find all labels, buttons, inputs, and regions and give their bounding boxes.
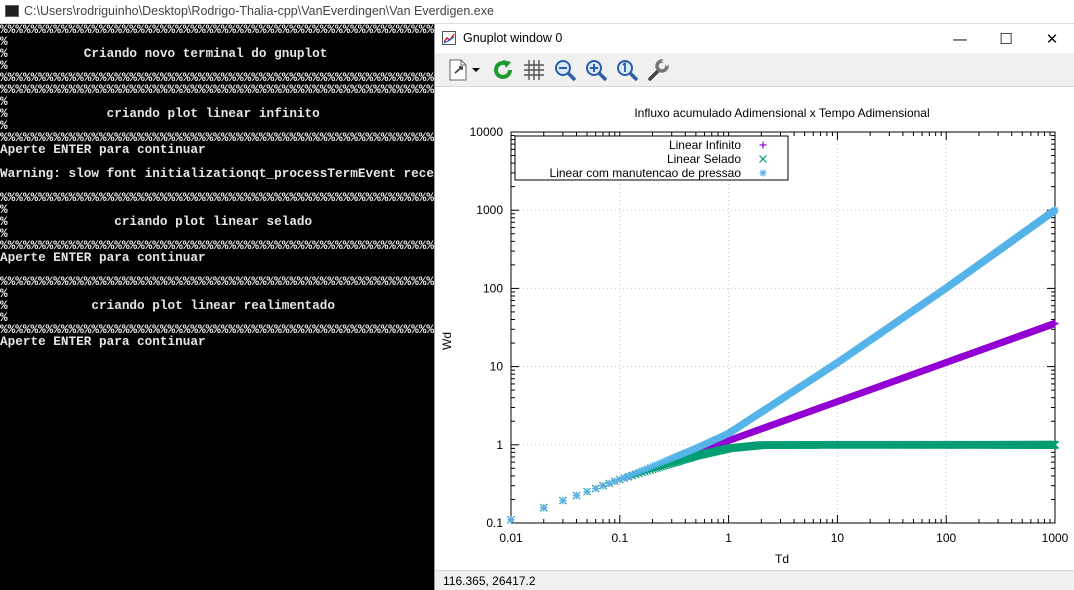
mouse-coordinates: 116.365, 26417.2 (443, 574, 536, 588)
statusbar: 116.365, 26417.2 (435, 570, 1074, 590)
x-tick-label: 0.01 (499, 531, 523, 545)
data-point (573, 492, 581, 500)
x-tick-label: 10 (831, 531, 845, 545)
data-point (592, 484, 600, 492)
export-icon[interactable] (445, 57, 471, 83)
y-tick-label: 0.1 (486, 516, 503, 530)
zoom-in-icon[interactable] (583, 57, 609, 83)
plot-frame (510, 131, 1056, 524)
grid-icon[interactable] (521, 57, 547, 83)
x-tick-label: 1 (725, 531, 732, 545)
legend-label: Linear Selado (667, 152, 741, 166)
data-point (599, 482, 607, 490)
x-tick-label: 100 (936, 531, 956, 545)
zoom-reset-icon[interactable] (614, 57, 640, 83)
maximize-button[interactable]: ☐ (999, 29, 1013, 48)
y-axis-label: Wd (440, 332, 454, 350)
replot-icon[interactable] (490, 57, 516, 83)
y-tick-label: 10 (490, 360, 504, 374)
series-3 (507, 206, 1059, 524)
console-app-icon (5, 5, 19, 17)
legend-marker (759, 169, 767, 177)
gnuplot-window: Gnuplot window 0 — ☐ ✕ (434, 24, 1074, 590)
data-point (1051, 206, 1059, 214)
data-point (507, 516, 515, 524)
x-tick-label: 1000 (1042, 531, 1069, 545)
legend-label: Linear Infinito (669, 138, 741, 152)
data-point (540, 504, 548, 512)
gnuplot-app-icon (442, 31, 456, 45)
minimize-button[interactable]: — (952, 29, 968, 48)
y-tick-label: 1 (496, 438, 503, 452)
series-2 (507, 440, 1059, 524)
settings-icon[interactable] (645, 57, 671, 83)
series-1 (507, 319, 1059, 524)
gnuplot-window-title: Gnuplot window 0 (463, 31, 563, 45)
plot-area[interactable]: 0.01 0.1 1 10 100 1000 0.1 1 10 100 1000 10000 Line… (435, 87, 1074, 570)
gnuplot-toolbar (435, 53, 1074, 87)
y-tick-label: 1000 (476, 203, 503, 217)
gnuplot-titlebar[interactable]: Gnuplot window 0 — ☐ ✕ (435, 24, 1074, 53)
data-point (583, 488, 591, 496)
close-button[interactable]: ✕ (1045, 29, 1059, 48)
zoom-out-icon[interactable] (552, 57, 578, 83)
chart-title: Influxo acumulado Adimensional x Tempo A… (634, 106, 929, 120)
console-output[interactable]: %%%%%%%%%%%%%%%%%%%%%%%%%%%%%%%%%%%%%%%%… (0, 24, 434, 590)
y-tick-label: 100 (483, 281, 503, 295)
x-tick-label: 0.1 (611, 531, 628, 545)
console-text: %%%%%%%%%%%%%%%%%%%%%%%%%%%%%%%%%%%%%%%%… (0, 24, 434, 349)
x-axis-label: Td (775, 552, 789, 566)
export-dropdown-icon[interactable] (469, 57, 483, 83)
data-point (559, 497, 567, 505)
console-window-title: C:\Users\rodriguinho\Desktop\Rodrigo-Tha… (24, 4, 494, 18)
console-titlebar[interactable]: C:\Users\rodriguinho\Desktop\Rodrigo-Tha… (0, 0, 1074, 24)
y-tick-label: 10000 (470, 125, 504, 139)
legend-label: Linear com manutencao de pressao (550, 166, 742, 180)
